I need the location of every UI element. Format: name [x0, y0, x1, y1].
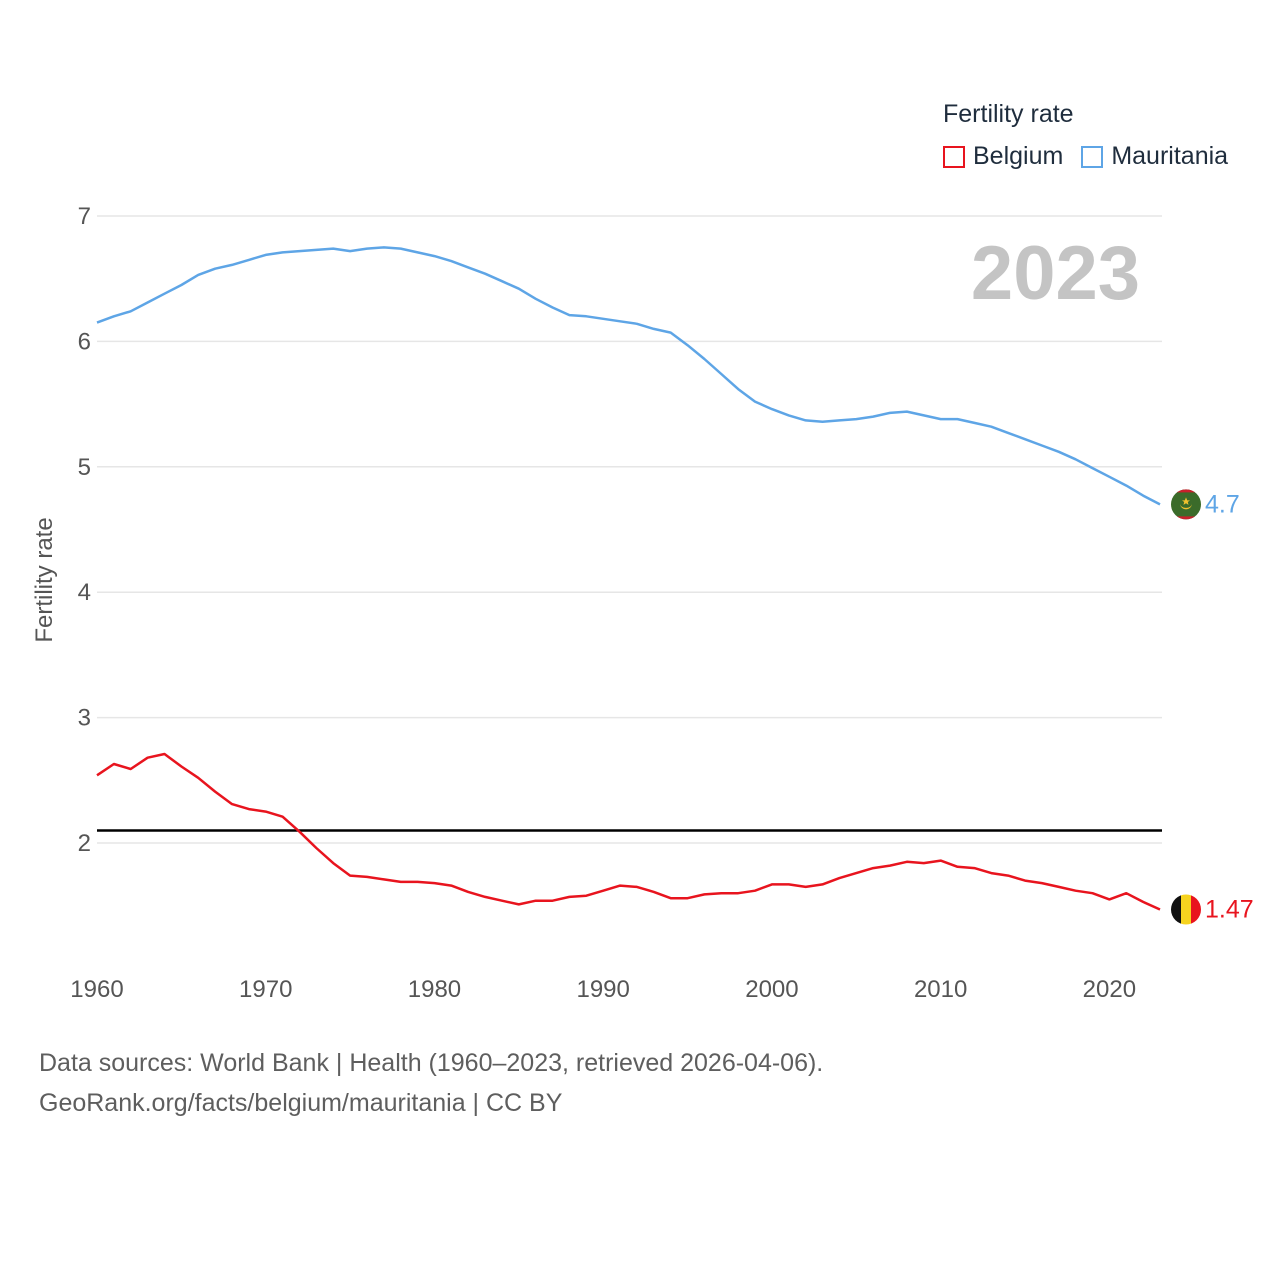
x-tick-label: 1980 [408, 976, 461, 1003]
legend-swatch-belgium [943, 145, 965, 168]
y-tick-label: 2 [78, 830, 91, 857]
x-tick-label: 1960 [70, 976, 123, 1003]
belgium-flag [1171, 894, 1201, 925]
y-axis-label: Fertility rate [31, 517, 58, 642]
legend-item-belgium[interactable]: Belgium [943, 142, 1063, 171]
end-markers [1171, 489, 1201, 925]
y-tick-label: 4 [78, 579, 91, 606]
x-tick-label: 2020 [1083, 976, 1136, 1003]
legend-label-belgium: Belgium [973, 142, 1064, 170]
y-tick-label: 3 [78, 705, 91, 732]
end-label-belgium: 1.47 [1205, 896, 1254, 924]
footer-link[interactable]: GeoRank.org/facts/belgium/mauritania | C… [39, 1089, 563, 1117]
x-tick-label: 1970 [239, 976, 292, 1003]
series-lines [96, 246, 1161, 911]
footer-sources: Data sources: World Bank | Health (1960–… [39, 1049, 824, 1077]
y-tick-label: 6 [78, 328, 91, 355]
y-axis-ticks: 2 3 4 5 6 7 [78, 203, 91, 857]
series-line-mauritania[interactable] [96, 246, 1161, 506]
x-axis-ticks: 1960 1970 1980 1990 2000 2010 2020 [70, 976, 1136, 1003]
x-tick-label: 1990 [576, 976, 629, 1003]
mauritania-flag [1171, 489, 1201, 520]
gridlines [97, 215, 1162, 844]
y-tick-label: 7 [78, 203, 91, 230]
x-tick-label: 2010 [914, 976, 967, 1003]
end-label-mauritania: 4.7 [1205, 490, 1240, 518]
series-line-belgium[interactable] [96, 752, 1161, 911]
legend-swatch-mauritania [1081, 145, 1104, 168]
legend: Belgium Mauritania [943, 142, 1246, 171]
legend-item-mauritania[interactable]: Mauritania [1081, 142, 1228, 171]
year-watermark: 2023 [971, 231, 1140, 316]
footer: Data sources: World Bank | Health (1960–… [39, 1043, 823, 1123]
legend-label-mauritania: Mauritania [1111, 142, 1229, 170]
x-tick-label: 2000 [745, 976, 798, 1003]
y-tick-label: 5 [78, 454, 91, 481]
legend-title: Fertility rate [943, 100, 1074, 128]
